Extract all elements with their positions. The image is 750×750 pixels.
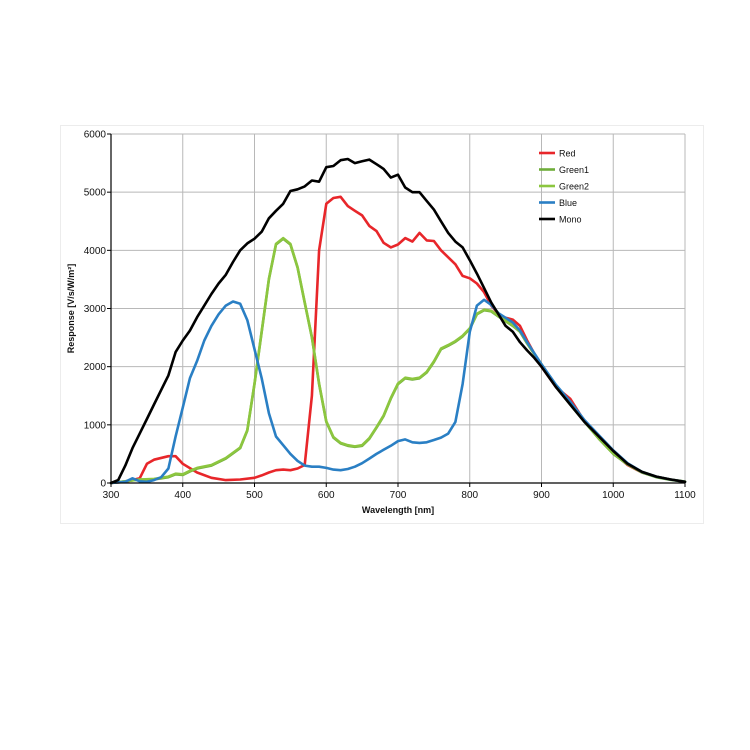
x-tick-label: 1100 [674,490,696,501]
x-tick-label: 400 [174,490,191,501]
x-tick-label: 500 [246,490,263,501]
legend-label-green2: Green2 [559,182,589,192]
series-line-mono [109,157,687,485]
y-axis-title: Response [V/s/W/m²] [66,264,76,354]
series-lines [109,157,687,485]
y-tick-label: 6000 [84,130,107,141]
y-tick-label: 0 [100,479,106,490]
y-tick-label: 3000 [84,304,107,315]
legend-label-blue: Blue [559,198,577,208]
axes: 300 400 500 600 700 800 900 1000 1100 0 1000 2000 30… [84,130,696,502]
y-tick-label: 5000 [84,188,107,199]
y-tick-label: 1000 [84,420,107,431]
x-tick-label: 300 [103,490,120,501]
x-tick-label: 700 [390,490,407,501]
chart-frame: 300 400 500 600 700 800 900 1000 1100 0 1000 2000 30… [60,125,704,524]
legend-label-mono: Mono [559,215,582,225]
x-tick-label: 800 [461,490,478,501]
x-tick-label: 900 [533,490,550,501]
legend-label-red: Red [559,149,576,159]
x-tick-label: 600 [318,490,335,501]
legend: Red Green1 Green2 Blue Mono [539,149,589,225]
y-tick-label: 2000 [84,362,107,373]
y-tick-label: 4000 [84,246,107,257]
legend-label-green1: Green1 [559,165,589,175]
series-line-blue [109,298,687,485]
grid [110,133,686,484]
x-tick-label: 1000 [602,490,625,501]
x-axis-title: Wavelength [nm] [362,505,434,515]
line-chart: 300 400 500 600 700 800 900 1000 1100 0 1000 2000 30… [66,130,696,516]
